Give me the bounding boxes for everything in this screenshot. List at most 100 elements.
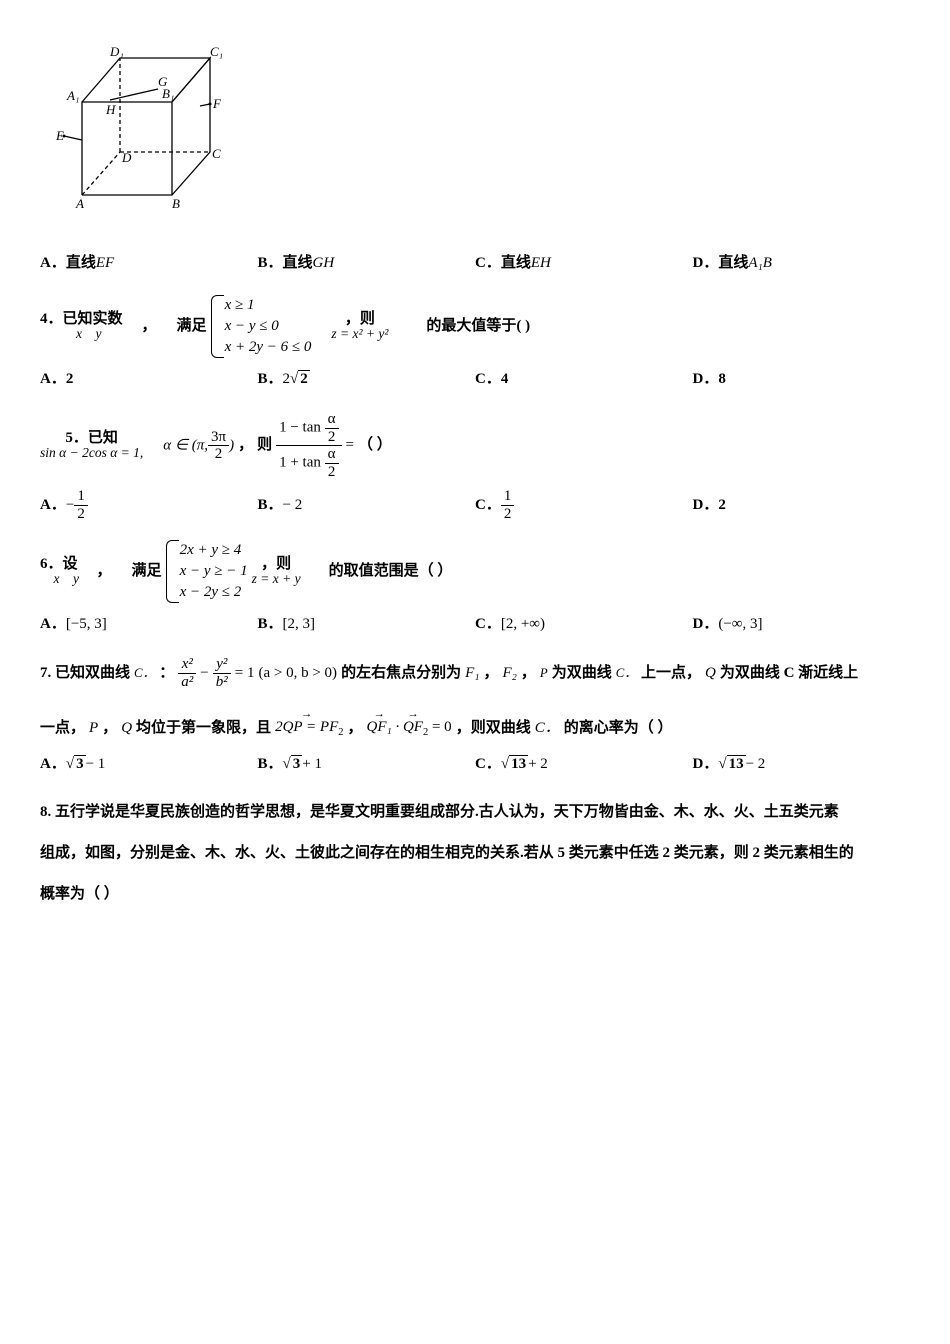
q4-opt-C: C．4 [475,366,693,393]
q7-Cs: 13 [509,755,528,772]
q8-line1: 8. 五行学说是华夏民族创造的哲学思想，是华夏文明重要组成部分.古人认为，天下万… [40,796,910,829]
q4-opt-B: B． 22 [258,366,476,393]
q5-stem: 5．已知 sin α − 2cos α = 1, α ∈ (π,3π2) ， 则… [40,411,910,480]
q3-options: A．直线 EF B．直线 GH C．直线 EH D．直线 A₁B [40,250,910,277]
q7-l2f: 的离心率为（ ） [564,715,673,742]
q6-comma: ， [97,558,112,585]
q7-Cl: C． [475,751,501,778]
cube-label-C1: C₁ [210,44,223,59]
cube-label-C: C [212,146,221,161]
q7-Ct: + 2 [528,751,548,778]
q7-F1: F₁ [465,657,479,690]
q7-se: 为双曲线 C 渐近线上 [720,657,858,690]
cube-label-F: F [212,96,222,111]
q7-C2: C． [616,659,637,687]
q6-Bv: [2, 3] [283,611,316,638]
q7-P1: P [540,659,548,687]
q6-e: 的取值范围是（ ） [329,558,453,585]
q6-s3: x − 2y ≤ 2 [180,582,248,603]
q7-Bt: + 1 [302,751,322,778]
q4-c: 满足 [177,313,207,340]
q5-nd: 2 [325,429,339,446]
q6-Cv: [2, +∞) [501,611,545,638]
q5-Cd: 2 [501,506,515,523]
q7-l2e: ，则双曲线 [456,715,531,742]
q7-db: QF [403,719,423,735]
cube-label-A: A [75,196,84,210]
q5-comma: ， [238,432,253,459]
q5-opt-C: C． 12 [475,488,693,522]
q5-na: α [325,411,339,429]
q4-e: 的最大值等于( ) [426,313,530,340]
q6-opt-B: B．[2, 3] [258,611,476,638]
q5-options: A． − 12 B．− 2 C． 12 D．2 [40,488,910,522]
q4-C: C．4 [475,366,508,393]
q4-d: ，则 [345,311,375,327]
q7-Q2: Q [121,715,132,742]
q5-dd: 2 [325,464,339,481]
q4-D: D．8 [693,366,726,393]
q7-sd: 上一点， [641,657,701,690]
q7-line2: 一点， P ， Q 均位于第一象限，且 2QP = PF2 ， QF₁ · QF… [40,714,910,743]
q7-Q1: Q [705,657,716,690]
q4-opt-D: D．8 [693,366,911,393]
q5-eq: sin α − 2cos α = 1, [40,446,143,461]
q7-c2: ， [521,657,536,690]
q6-Dv: (−∞, 3] [718,611,762,638]
q5-opt-A: A． − 12 [40,488,258,522]
q3-C-val: EH [531,250,551,277]
q6-a: 6．设 [40,556,78,572]
q4-comma1: ， [142,313,157,340]
q5-da: α [325,446,339,464]
q7-minus: − [200,657,208,690]
q7-opt-B: B．3 + 1 [258,751,476,778]
q5-fbot: 1 + tan [279,454,321,470]
q4-system: x ≥ 1 x − y ≤ 0 x + 2y − 6 ≤ 0 [211,295,312,358]
q6-s2: x − y ≥ − 1 [180,561,248,582]
q3-C-text: C．直线 [475,250,531,277]
q8-line3: 概率为（ ） [40,878,910,911]
cube-label-D1: D₁ [109,44,124,59]
q5-Cn: 1 [501,488,515,506]
q3-B-val: GH [313,250,335,277]
q7-l2a: 一点， [40,715,85,742]
q7-Bs: 3 [291,755,303,772]
q5-opt-B: B．− 2 [258,488,476,522]
q7-deq: = 0 [428,719,451,735]
cube-label-G: G [158,74,168,89]
cube-label-H: H [105,102,116,117]
q7-f1d: a² [178,674,196,691]
q6-Bl: B． [258,611,283,638]
q5-Dl: D．2 [693,492,726,519]
q3-D-text: D．直线 [693,250,749,277]
q5-eq2: = [346,432,354,459]
q5-ftop: 1 − tan [279,419,321,435]
q4-a: 4．已知实数 [40,311,123,327]
q6-opt-A: A．[−5, 3] [40,611,258,638]
q3-B-text: B．直线 [258,250,313,277]
q7-v1: 2QP = PF [275,719,338,735]
q4-A: A．2 [40,366,73,393]
q5-3pi: 3π [208,429,229,447]
q6-Cl: C． [475,611,501,638]
cube-diagram: A B C D A₁ B₁ C₁ D₁ E F G H [50,40,910,220]
q7-Al: A． [40,751,66,778]
q7-a: 7. 已知双曲线 [40,657,130,690]
q3-opt-A: A．直线 EF [40,250,258,277]
q6-Av: [−5, 3] [66,611,107,638]
q7-cond: (a > 0, b > 0) [258,657,337,690]
q7-Dl: D． [693,751,719,778]
q5-e: （ ） [358,432,392,459]
q4-sys1: x ≥ 1 [225,295,312,316]
q7-P2: P [89,715,98,742]
q4-options: A．2 B． 22 C．4 D．8 [40,366,910,393]
q7-At: − 1 [86,751,106,778]
q5-An: 1 [74,488,88,506]
q4-sys3: x + 2y − 6 ≤ 0 [225,337,312,358]
q7-colon: ： [159,657,174,690]
q7-l2c: 均位于第一象限，且 [136,715,271,742]
q3-opt-D: D．直线 A₁B [693,250,911,277]
q4-Bv: 2 [283,366,291,393]
q3-D-val: A₁B [748,250,772,277]
q5-As: − [66,492,74,519]
